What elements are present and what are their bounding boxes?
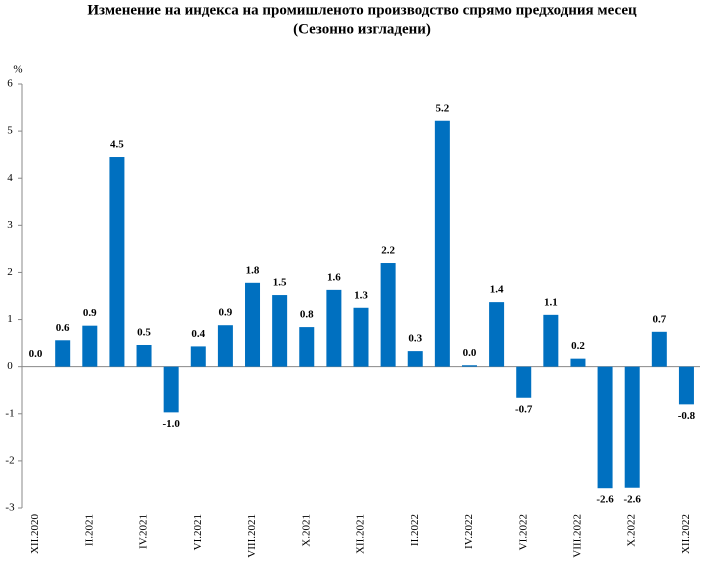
value-label: -0.8 bbox=[678, 410, 696, 422]
value-label: 0.2 bbox=[571, 340, 585, 352]
x-tick-label: X.2022 bbox=[626, 514, 638, 547]
x-tick-label: XII.2022 bbox=[680, 514, 692, 554]
bar bbox=[299, 327, 315, 367]
x-tick-label: II.2022 bbox=[409, 514, 421, 546]
bar bbox=[353, 307, 369, 367]
y-tick-label: 1 bbox=[7, 313, 13, 325]
chart-title: Изменение на индекса на промишленото про… bbox=[87, 2, 637, 18]
y-tick-label: -1 bbox=[5, 407, 14, 419]
x-tick-label: II.2021 bbox=[83, 514, 95, 546]
x-tick-label: IV.2022 bbox=[463, 514, 475, 549]
bar bbox=[570, 358, 586, 367]
value-label: 0.0 bbox=[29, 348, 43, 360]
value-label: 1.6 bbox=[327, 271, 341, 283]
y-tick-label: 4 bbox=[7, 172, 13, 184]
bar bbox=[217, 325, 233, 367]
y-tick-label: 2 bbox=[7, 266, 13, 278]
x-tick-label: XII.2021 bbox=[355, 514, 367, 554]
x-tick-label: X.2021 bbox=[300, 514, 312, 547]
value-label: 1.3 bbox=[354, 289, 368, 301]
bar bbox=[109, 157, 125, 367]
value-label: 5.2 bbox=[435, 102, 449, 114]
value-label: 2.2 bbox=[381, 245, 395, 257]
value-label: 0.9 bbox=[219, 307, 233, 319]
x-tick-label: XII.2020 bbox=[29, 514, 41, 555]
value-label: 1.8 bbox=[246, 264, 260, 276]
bar bbox=[543, 314, 559, 367]
bar bbox=[461, 365, 477, 367]
bar bbox=[678, 366, 694, 405]
y-tick-label: 5 bbox=[7, 125, 13, 137]
value-label: 0.5 bbox=[137, 327, 151, 339]
bar bbox=[489, 302, 505, 367]
value-label: 4.5 bbox=[110, 139, 124, 151]
bar bbox=[163, 366, 179, 413]
x-tick-label: VIII.2021 bbox=[246, 514, 258, 558]
bar bbox=[624, 366, 640, 488]
x-tick-label: IV.2021 bbox=[138, 514, 150, 549]
bar bbox=[407, 351, 423, 367]
y-axis-label: % bbox=[13, 64, 22, 76]
value-label: 0.6 bbox=[56, 322, 70, 334]
bar bbox=[190, 346, 206, 367]
y-tick-label: 6 bbox=[7, 78, 13, 90]
value-label: 1.4 bbox=[490, 284, 504, 296]
bar bbox=[651, 331, 667, 367]
chart-subtitle: (Сезонно изгладени) bbox=[293, 21, 431, 37]
value-label: -2.6 bbox=[623, 493, 641, 505]
bar bbox=[82, 325, 98, 367]
value-label: 1.5 bbox=[273, 277, 287, 289]
bar bbox=[245, 282, 261, 367]
x-tick-label: VI.2021 bbox=[192, 514, 204, 550]
y-tick-label: -2 bbox=[5, 454, 14, 466]
value-label: 0.4 bbox=[191, 328, 205, 340]
y-tick-label: -3 bbox=[5, 502, 15, 514]
bar bbox=[380, 263, 396, 367]
value-label: -0.7 bbox=[515, 403, 533, 415]
bar bbox=[434, 120, 450, 367]
value-label: 0.8 bbox=[300, 309, 314, 321]
bar bbox=[55, 340, 71, 367]
y-tick-label: 0 bbox=[7, 360, 13, 372]
value-label: 0.3 bbox=[408, 333, 422, 345]
bar bbox=[516, 366, 532, 398]
x-tick-label: VI.2022 bbox=[517, 514, 529, 550]
value-label: -1.0 bbox=[162, 418, 180, 430]
bar bbox=[136, 344, 152, 367]
bar bbox=[272, 295, 288, 367]
value-label: 1.1 bbox=[544, 296, 558, 308]
value-label: 0.0 bbox=[463, 347, 477, 359]
bar bbox=[597, 366, 613, 489]
y-tick-label: 3 bbox=[7, 219, 13, 231]
x-tick-label: VIII.2022 bbox=[571, 514, 583, 558]
value-label: 0.9 bbox=[83, 307, 97, 319]
value-label: -2.6 bbox=[596, 494, 614, 506]
bar bbox=[326, 289, 342, 367]
value-label: 0.7 bbox=[652, 313, 666, 325]
